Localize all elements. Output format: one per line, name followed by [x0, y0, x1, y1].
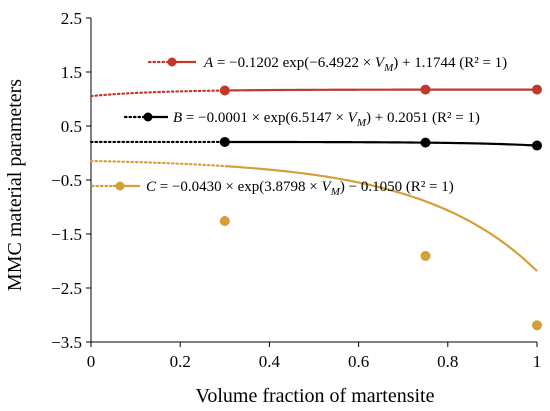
- series-c-point: [219, 216, 230, 227]
- series-a-point: [420, 84, 431, 95]
- series-c-point: [532, 320, 542, 331]
- series-c-point: [420, 250, 431, 261]
- legend-item-c: C = −0.0430 × exp(3.8798 × VM) − 0.1050 …: [90, 179, 454, 198]
- series-a-extrapolation: [89, 89, 226, 98]
- chart-legend: A = −0.1202 exp(−6.4922 × VM) + 1.1744 (…: [90, 55, 507, 198]
- series-c-trend-line: [224, 165, 538, 272]
- series-b-point: [420, 137, 431, 148]
- y-tick-label: −1.5: [51, 225, 82, 244]
- series-a-trend-line: [224, 88, 537, 92]
- x-tick-label: 0.4: [259, 352, 281, 371]
- y-tick-label: −2.5: [51, 279, 82, 298]
- x-axis-label: Volume fraction of martensite: [195, 385, 434, 407]
- series-c-extrapolation: [89, 159, 226, 168]
- series-a-point: [532, 84, 542, 95]
- legend-c-equation: C = −0.0430 × exp(3.8798 × VM) − 0.1050 …: [146, 179, 454, 198]
- legend-a-marker: [167, 57, 177, 67]
- y-tick-label: 1.5: [61, 63, 82, 82]
- series-b-point: [219, 136, 230, 147]
- y-tick-label: 2.5: [61, 9, 82, 28]
- y-tick-label: −0.5: [51, 171, 82, 190]
- legend-c-marker: [115, 181, 125, 191]
- x-tick-label: 0: [87, 352, 96, 371]
- legend-item-a: A = −0.1202 exp(−6.4922 × VM) + 1.1744 (…: [147, 55, 507, 74]
- series-a-point: [219, 85, 230, 96]
- legend-b-marker: [143, 112, 153, 122]
- x-tick-label: 0.8: [437, 352, 458, 371]
- chart-series-lines: [89, 88, 538, 272]
- chart-data-points: [219, 84, 542, 331]
- x-tick-label: 0.2: [170, 352, 191, 371]
- series-b-point: [532, 140, 542, 151]
- y-tick-label: −3.5: [51, 333, 82, 352]
- x-tick-label: 0.6: [348, 352, 369, 371]
- chart-axes: 2.5 1.5 0.5 −0.5 −1.5 −2.5 −3.5 0 0.2 0.4 0.6 0.8 1: [51, 9, 541, 371]
- y-axis-label: MMC material parameters: [4, 79, 26, 291]
- legend-a-equation: A = −0.1202 exp(−6.4922 × VM) + 1.1744 (…: [203, 55, 507, 74]
- legend-item-b: B = −0.0001 × exp(6.5147 × VM) + 0.2051 …: [123, 110, 480, 129]
- x-tick-label: 1: [533, 352, 542, 371]
- y-tick-label: 0.5: [61, 117, 82, 136]
- series-b-trend-line: [224, 140, 538, 147]
- legend-b-equation: B = −0.0001 × exp(6.5147 × VM) + 0.2051 …: [173, 110, 480, 129]
